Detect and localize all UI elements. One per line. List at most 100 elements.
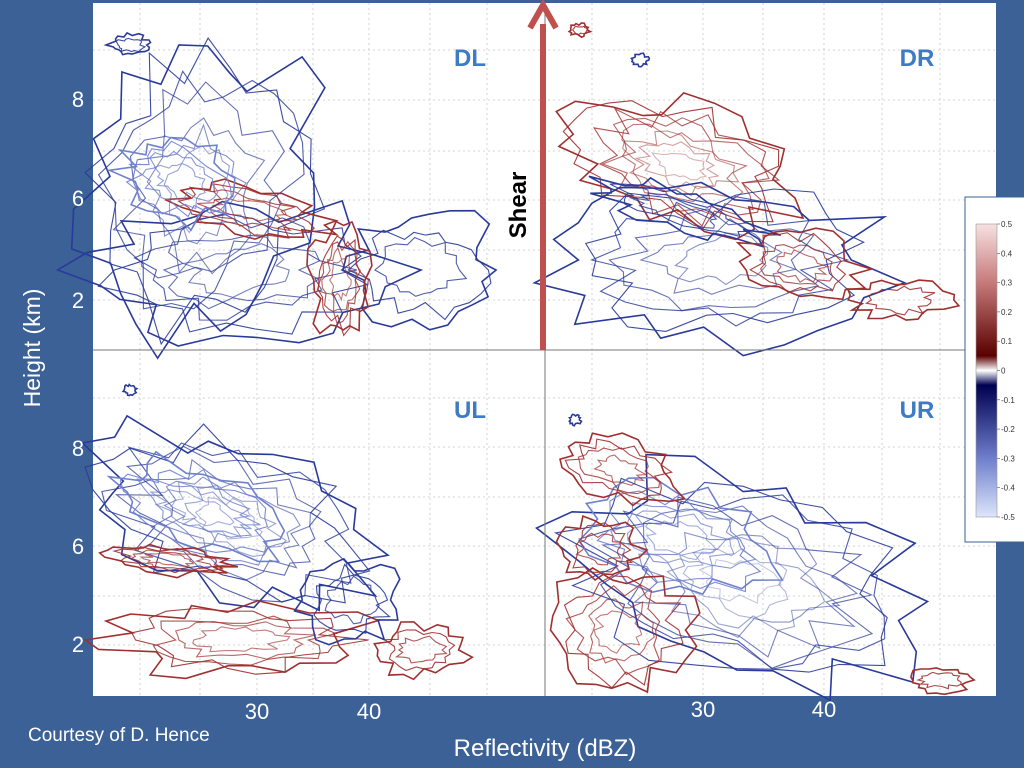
contour-line [565,584,661,676]
contour-lines [55,22,976,702]
x-axis-label: Reflectivity (dBZ) [454,735,637,762]
contour-line [910,667,976,696]
y-tick-label-6-bottom: 6 [72,534,84,559]
y-tick-label-8-bottom: 8 [72,436,84,461]
y-tick-label-2-top: 2 [72,288,84,313]
contour-line [70,44,326,360]
contour-line [564,438,674,500]
colorbar-tick-label: -0.1 [1001,396,1015,405]
contour-line [601,496,874,669]
contour-line [306,220,373,335]
contour-line [572,522,634,573]
contour-line [177,183,315,239]
contour-line [119,468,269,553]
contour-line [588,175,781,248]
contour-line [103,31,152,56]
contour-line [562,100,780,230]
colorbar-tick-label: -0.3 [1001,454,1015,463]
contour-line [106,450,286,563]
contour-line [55,199,424,347]
contour-line [644,520,717,561]
contour-line [549,567,701,694]
contour-line [211,197,287,222]
contour-line [674,232,769,286]
contour-line [313,563,391,634]
contour-line [584,188,865,332]
colorbar-ticks: 0.5 0.4 0.3 0.2 0.1 0 -0.1 -0.2 -0.3 -0.4 -0.5 [997,220,1015,522]
contour-line [162,234,321,310]
contour-line [394,635,448,664]
contour-line [864,285,936,316]
contour-line [567,22,593,39]
contour-line [555,515,649,582]
contour-line [317,235,369,337]
x-tick-label-30-left: 30 [245,699,269,724]
colorbar-tick-label: 0.4 [1001,249,1013,258]
panel-label-dl: DL [454,45,486,72]
contour-line [150,458,311,581]
contour-line [572,25,588,35]
panel-label-ul: UL [454,397,486,424]
contour-line [196,189,299,232]
contour-line [698,559,782,605]
contour-line [174,620,317,660]
contour-line [324,575,380,625]
credit-text: Courtesy of D. Hence [28,725,210,746]
contour-line [115,37,147,53]
contour-line [559,432,686,507]
contour-line [373,621,474,681]
contour-line [534,453,930,702]
panel-label-dr: DR [900,45,935,72]
contour-line [629,192,718,229]
contour-line [136,478,261,545]
colorbar-tick-label: 0.2 [1001,308,1013,317]
colorbar-tick-label: -0.5 [1001,513,1015,522]
colorbar-tick-label: -0.2 [1001,425,1015,434]
contour-line [141,150,219,210]
contour-line [588,598,655,664]
contour-line [192,626,291,653]
contour-line [622,130,740,197]
colorbar-tick-label: 0.5 [1001,220,1013,229]
contour-line [153,162,207,200]
contour-line [125,140,232,218]
contour-line [373,236,468,297]
contour-line [383,629,456,672]
contour-line [651,152,708,181]
contour-line [634,141,720,190]
contour-line [293,557,401,646]
contour-line [106,136,236,232]
contour-line [98,543,239,579]
contour-line [608,208,820,312]
contour-line [916,671,962,690]
contour-line [846,279,961,321]
colorbar [975,223,998,518]
contour-line [84,423,371,604]
contour-line [101,442,352,603]
contour-line [532,181,907,357]
contour-line [630,52,651,68]
contour-line [575,532,622,566]
contour-line [146,123,247,245]
y-tick-label-2-bottom: 2 [72,632,84,657]
contour-line [152,615,338,666]
contour-line [610,502,757,582]
contour-line [577,476,784,596]
contour-line [759,244,834,285]
x-tick-label-30-right: 30 [691,697,715,722]
contour-line [329,258,352,302]
shear-label: Shear [505,172,532,239]
contour-line [316,240,362,325]
contour-line [84,37,326,346]
contour-line [347,229,492,321]
contour-line [181,486,287,557]
colorbar-tick-label: 0.3 [1001,279,1013,288]
x-tick-label-40-right: 40 [812,697,836,722]
colorbar-tick-label: 0 [1001,367,1006,376]
panel-label-ur: UR [900,397,935,424]
contour-line [129,549,213,571]
contour-line [80,414,390,612]
contour-line [341,209,498,331]
contour-line [553,477,894,673]
contour-line [639,218,798,295]
